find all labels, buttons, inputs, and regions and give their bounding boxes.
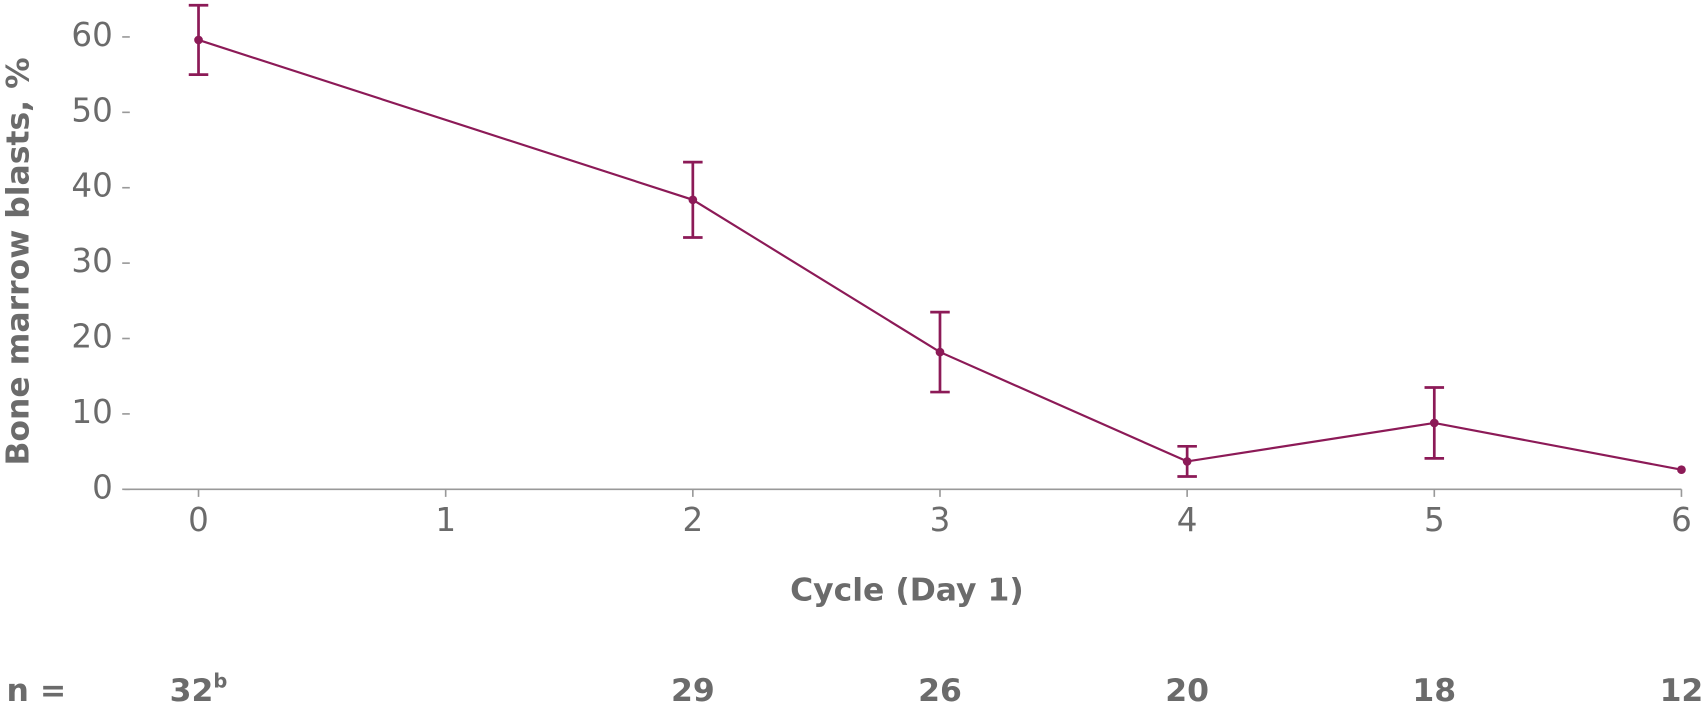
y-tick-label: 30: [71, 242, 112, 280]
n-count-value: 20: [1165, 673, 1209, 709]
x-tick-label: 2: [682, 501, 703, 539]
y-axis-label: Bone marrow blasts, %: [1, 57, 37, 465]
y-tick-label: 60: [71, 16, 112, 54]
n-count-value: 26: [918, 673, 962, 709]
n-count-value: 18: [1412, 673, 1456, 709]
n-count: 26: [918, 673, 962, 709]
n-count: 32b: [170, 669, 228, 709]
n-count: 12: [1660, 673, 1701, 709]
point: [1182, 457, 1192, 466]
n-count-value: 12: [1660, 673, 1701, 709]
x-tick-label: 0: [188, 501, 209, 539]
point: [1429, 418, 1439, 428]
point: [1677, 465, 1686, 475]
n-footnote: b: [213, 669, 227, 692]
n-count: 18: [1412, 673, 1456, 709]
n-count-value: 29: [671, 673, 715, 709]
line: [198, 38, 1682, 471]
point: [935, 347, 945, 357]
y-tick-label: 50: [71, 91, 112, 129]
y-tick-label: 0: [92, 468, 113, 506]
n-count: 20: [1165, 673, 1209, 709]
x-tick-label: 4: [1177, 501, 1198, 539]
y-tick-label: 40: [71, 167, 112, 205]
n-label: n =: [7, 673, 67, 709]
x-tick-label: 1: [435, 501, 456, 539]
x-tick-label: 3: [930, 501, 951, 539]
y-tick-label: 10: [71, 393, 112, 431]
n-count-value: 32: [170, 673, 214, 709]
n-count: 29: [671, 673, 715, 709]
x-tick-label: 5: [1424, 501, 1445, 539]
point: [688, 195, 698, 205]
point: [194, 35, 203, 45]
x-tick-label: 6: [1671, 501, 1692, 539]
x-axis-label: Cycle (Day 1): [790, 572, 1024, 608]
y-tick-label: 20: [71, 318, 112, 356]
